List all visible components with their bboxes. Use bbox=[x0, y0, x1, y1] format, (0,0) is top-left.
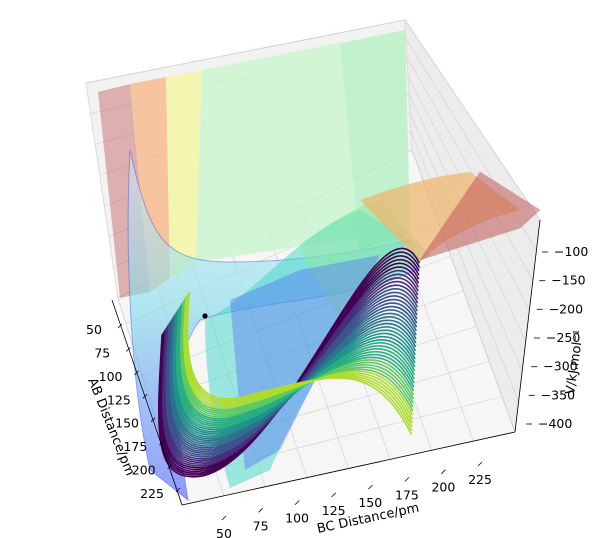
bc-tick-mark bbox=[404, 477, 410, 482]
contour-line bbox=[172, 313, 417, 440]
ab-tick-label: 150 bbox=[115, 416, 139, 431]
gridline bbox=[404, 19, 541, 221]
bc-axis-line bbox=[181, 431, 516, 506]
ab-tick-mark bbox=[142, 394, 148, 399]
ab-tick-label: 100 bbox=[99, 369, 123, 384]
ab-tick-label: 75 bbox=[94, 345, 110, 360]
contour-line bbox=[177, 304, 415, 424]
contour-line bbox=[174, 310, 416, 435]
surface-back-wall bbox=[98, 30, 410, 298]
ab-tick-label: 50 bbox=[86, 322, 102, 337]
ab-tick-mark bbox=[175, 487, 181, 493]
contour-line bbox=[168, 302, 418, 451]
ab-tick-mark bbox=[167, 464, 172, 469]
z-tick-label: −100 bbox=[554, 244, 588, 259]
gridline bbox=[410, 131, 519, 402]
axes bbox=[111, 219, 541, 506]
bc-tick-mark bbox=[221, 515, 227, 521]
contour-line bbox=[164, 284, 419, 460]
contour-line bbox=[178, 303, 415, 422]
contour-line bbox=[170, 312, 417, 445]
gridline bbox=[406, 56, 534, 281]
tick-labels: 50 75 100 125 150 175 200 225 50 75 100 125 150 175 20… bbox=[86, 244, 588, 538]
ab-tick-mark bbox=[150, 417, 156, 422]
bc-tick-mark bbox=[441, 469, 446, 474]
contour-line bbox=[175, 307, 416, 429]
bc-tick-label: 100 bbox=[285, 511, 309, 526]
z-tick-label: −200 bbox=[549, 301, 583, 316]
z-tick-label: −150 bbox=[551, 273, 585, 288]
ab-tick-mark bbox=[134, 370, 139, 376]
contour-line bbox=[175, 308, 416, 431]
ab-tick-label: 200 bbox=[132, 463, 156, 478]
contour-line bbox=[183, 295, 414, 420]
z-tick-label: −350 bbox=[541, 387, 575, 402]
contour-line bbox=[181, 299, 414, 415]
z-axis-line bbox=[514, 219, 541, 433]
contour-line bbox=[185, 292, 413, 432]
ab-tick-label: 125 bbox=[107, 392, 131, 407]
contour-lines bbox=[158, 247, 421, 478]
bc-tick-mark bbox=[258, 508, 263, 513]
z-tick-label: −300 bbox=[543, 359, 577, 374]
surface-band-red-right bbox=[418, 171, 541, 261]
ab-tick-mark bbox=[126, 347, 131, 352]
contour-line bbox=[179, 301, 415, 418]
bc-tick-label: 200 bbox=[431, 480, 455, 495]
bc-tick-label: 125 bbox=[322, 503, 346, 518]
contour-line bbox=[179, 302, 415, 420]
ab-tick-mark bbox=[159, 440, 164, 446]
contour-line bbox=[180, 300, 414, 416]
ab-tick-mark bbox=[117, 323, 123, 329]
ab-axis-line bbox=[111, 299, 183, 506]
bc-tick-mark bbox=[331, 492, 336, 498]
surface-band-yellow bbox=[166, 70, 202, 278]
bc-tick-label: 175 bbox=[395, 487, 419, 502]
contour-line bbox=[176, 306, 416, 427]
contour-line bbox=[183, 296, 414, 416]
contour-line bbox=[182, 297, 414, 412]
bc-tick-label: 150 bbox=[358, 495, 382, 510]
bc-tick-mark bbox=[477, 461, 483, 467]
contour-line bbox=[177, 305, 415, 426]
marked-point bbox=[202, 313, 208, 319]
bc-tick-label: 50 bbox=[216, 526, 232, 538]
contour-line bbox=[181, 298, 414, 413]
bc-tick-mark bbox=[368, 484, 373, 490]
gridline bbox=[85, 19, 406, 84]
z-tick-label: −400 bbox=[538, 416, 572, 431]
bc-tick-mark bbox=[294, 500, 300, 505]
ab-tick-label: 225 bbox=[140, 486, 164, 501]
contour-line bbox=[186, 291, 413, 436]
bc-tick-label: 225 bbox=[468, 472, 492, 487]
bc-tick-label: 75 bbox=[253, 518, 269, 533]
z-tick-label: −250 bbox=[546, 330, 580, 345]
contour-line bbox=[184, 294, 413, 424]
contour-line bbox=[174, 309, 416, 433]
contour-line bbox=[185, 293, 413, 428]
ab-tick-label: 175 bbox=[123, 439, 147, 454]
